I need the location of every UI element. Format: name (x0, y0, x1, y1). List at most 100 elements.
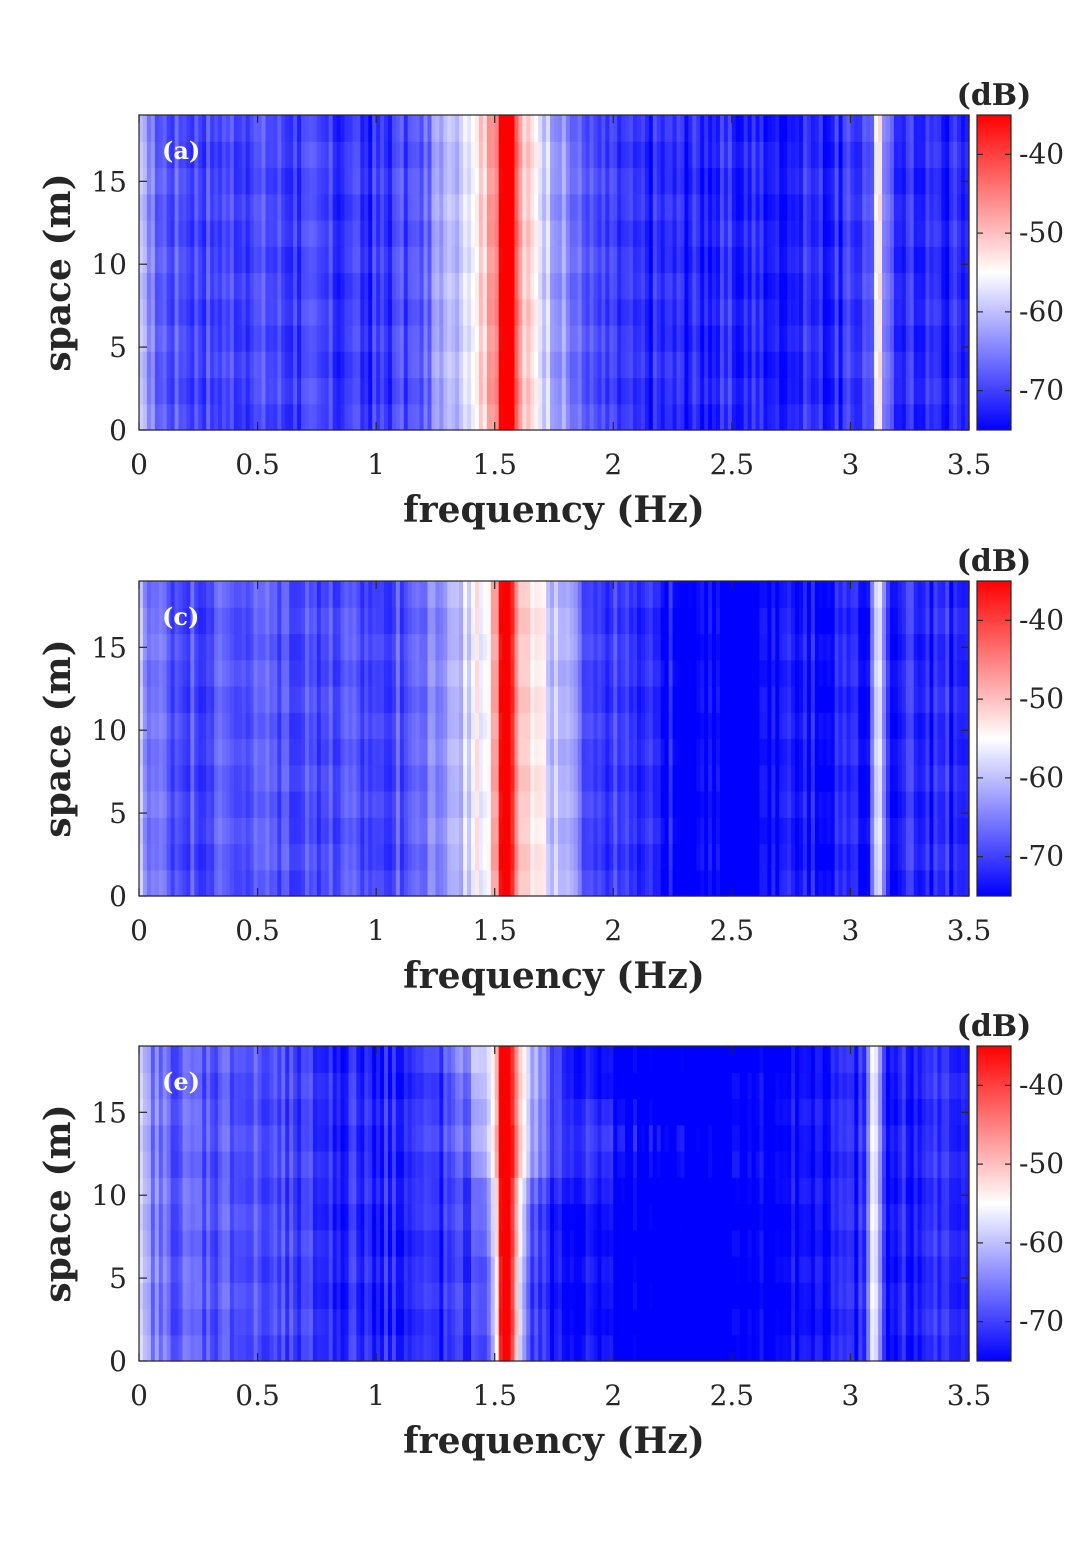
heatmap-cell (510, 193, 516, 221)
heatmap-cell (150, 791, 156, 818)
heatmap-cell (640, 764, 646, 792)
heatmap-cell (850, 817, 855, 845)
heatmap-cell (668, 193, 674, 221)
heatmap-cell (305, 607, 310, 635)
heatmap-cell (146, 141, 152, 169)
heatmap-cell (423, 869, 429, 897)
heatmap-cell (680, 403, 686, 431)
heatmap-cell (897, 298, 903, 326)
heatmap-cell (905, 817, 911, 845)
heatmap-cell (925, 607, 931, 635)
heatmap-cell (680, 607, 686, 635)
heatmap-cell (771, 869, 776, 897)
heatmap-cell (289, 246, 294, 274)
heatmap-cell (700, 633, 705, 661)
heatmap-cell (640, 607, 646, 635)
heatmap-cell (727, 764, 733, 792)
heatmap-cell (368, 764, 373, 792)
heatmap-cell (581, 686, 587, 713)
heatmap-cell (364, 607, 369, 635)
heatmap-cell (712, 607, 717, 635)
heatmap-cell (332, 581, 338, 608)
heatmap-cell (257, 272, 263, 300)
heatmap-cell (253, 193, 259, 221)
heatmap-cell (723, 167, 729, 195)
heatmap-cell (625, 325, 630, 352)
heatmap-cell (739, 167, 745, 195)
heatmap-cell (660, 791, 666, 818)
heatmap-cell (565, 115, 571, 142)
heatmap-cell (182, 764, 188, 792)
heatmap-cell (510, 633, 516, 661)
heatmap-cell (348, 843, 354, 871)
heatmap-cell (289, 659, 294, 687)
heatmap-cell (202, 298, 207, 326)
heatmap-cell (301, 220, 306, 247)
heatmap-cell (459, 298, 464, 326)
heatmap-cell (139, 220, 144, 247)
heatmap-cell (629, 607, 634, 635)
heatmap-cell (146, 686, 152, 713)
heatmap-cell (783, 659, 788, 687)
heatmap-cell (889, 246, 895, 274)
heatmap-cell (601, 817, 606, 845)
heatmap-cell (613, 659, 618, 687)
heatmap-cell (581, 791, 587, 818)
heatmap-cell (245, 581, 251, 608)
heatmap-cell (858, 246, 863, 274)
heatmap-cell (557, 791, 563, 818)
heatmap-cell (415, 817, 421, 845)
heatmap-cell (482, 298, 488, 326)
heatmap-cell (522, 115, 527, 142)
heatmap-cell (463, 141, 468, 169)
heatmap-cell (561, 738, 567, 766)
heatmap-cell (471, 633, 476, 661)
heatmap-cell (561, 193, 567, 221)
heatmap-cell (933, 712, 938, 740)
heatmap-cell (281, 351, 286, 379)
heatmap-cell (818, 843, 824, 871)
heatmap-cell (415, 403, 421, 431)
heatmap-cell (158, 791, 164, 818)
heatmap-cell (684, 738, 689, 766)
heatmap-cell (621, 220, 626, 247)
heatmap-cell (455, 272, 460, 300)
heatmap-cell (593, 633, 599, 661)
heatmap-cell (629, 712, 634, 740)
heatmap-cell (514, 220, 520, 247)
heatmap-cell (395, 220, 401, 247)
heatmap-cell (621, 607, 626, 635)
heatmap-cell (415, 633, 421, 661)
heatmap-cell (897, 633, 903, 661)
heatmap-cell (601, 738, 606, 766)
heatmap-cell (214, 193, 219, 221)
heatmap-cell (467, 220, 472, 247)
heatmap-cell (668, 141, 674, 169)
heatmap-cell (206, 869, 211, 897)
heatmap-cell (771, 686, 776, 713)
heatmap-cell (925, 325, 931, 352)
heatmap-cell (787, 377, 792, 405)
heatmap-cell (550, 633, 555, 661)
heatmap-cell (921, 193, 927, 221)
heatmap-cell (897, 167, 903, 195)
heatmap-cell (629, 633, 634, 661)
heatmap-cell (372, 193, 377, 221)
heatmap-cell (506, 817, 512, 845)
heatmap-cell (803, 581, 808, 608)
heatmap-cell (336, 791, 342, 818)
heatmap-cell (467, 325, 472, 352)
heatmap-cell (158, 843, 164, 871)
heatmap-cell (478, 607, 484, 635)
heatmap-cell (846, 298, 852, 326)
heatmap-cell (917, 351, 923, 379)
heatmap-cell (344, 377, 350, 405)
heatmap-cell (878, 403, 883, 431)
heatmap-cell (886, 686, 891, 713)
heatmap-cell (435, 220, 440, 247)
heatmap-cell (609, 581, 614, 608)
heatmap-cell (277, 659, 282, 687)
heatmap-cell (640, 791, 646, 818)
heatmap-cell (886, 377, 891, 405)
heatmap-cell (755, 607, 761, 635)
